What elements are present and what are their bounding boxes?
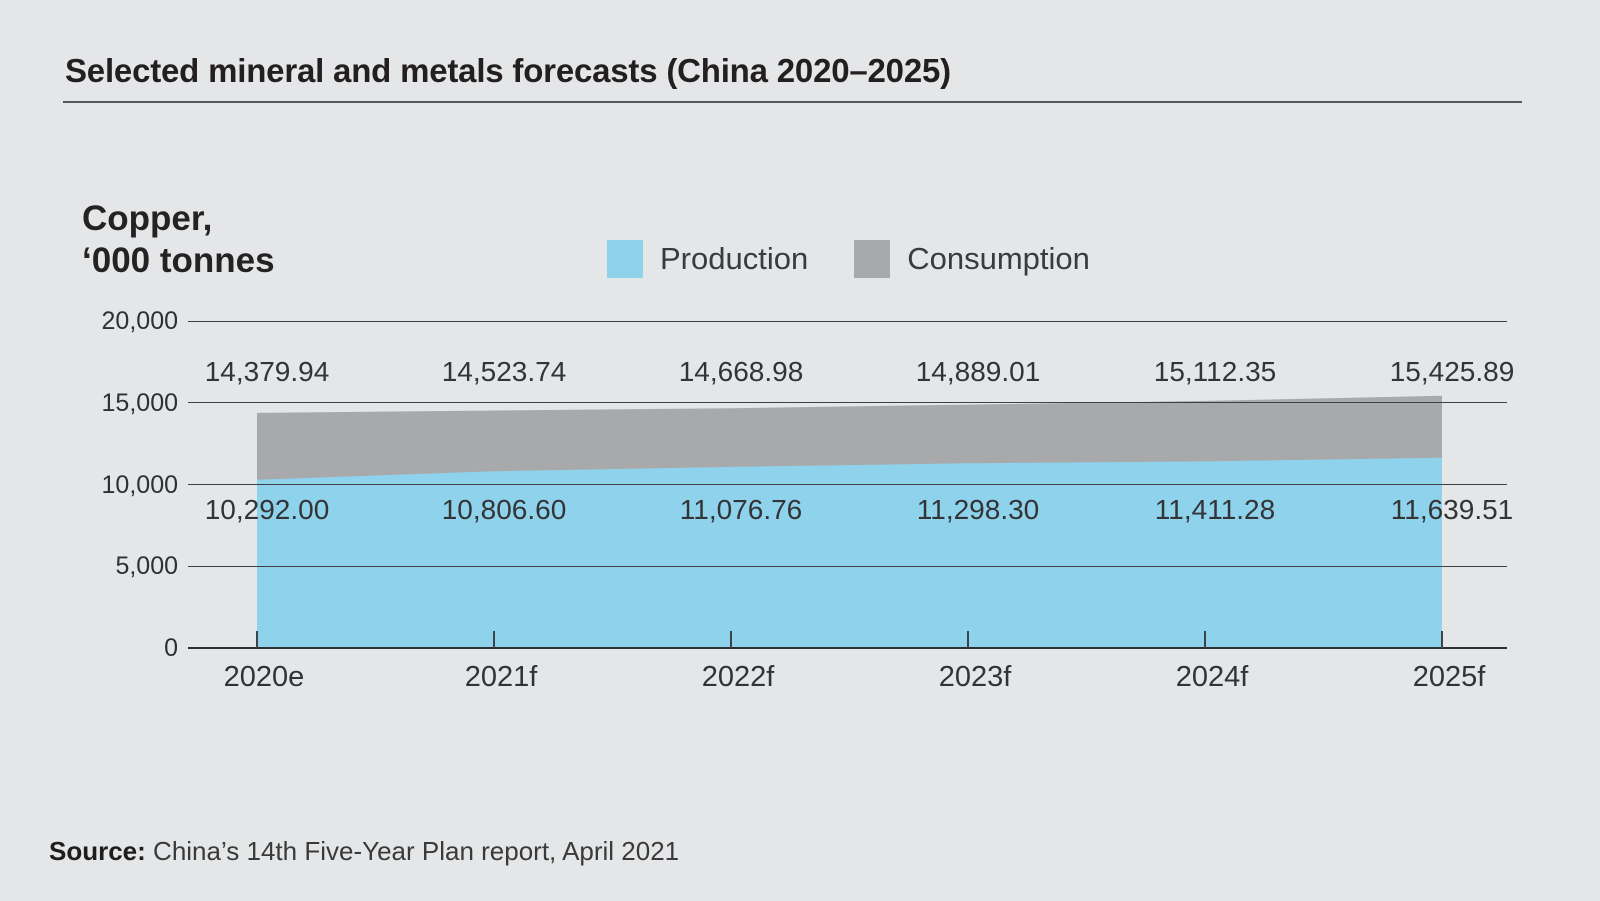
source-line: Source: China’s 14th Five-Year Plan repo…: [49, 836, 679, 867]
x-axis-tick-2020e: [256, 631, 258, 648]
y-axis-label-20,000: 20,000: [101, 307, 178, 335]
production-value-label: 11,076.76: [679, 494, 803, 525]
source-text: China’s 14th Five-Year Plan report, Apri…: [153, 836, 680, 866]
gridline-5,000: [188, 565, 1507, 567]
y-axis-label-10,000: 10,000: [101, 470, 178, 499]
chart-unit-label: Copper, ‘000 tonnes: [82, 198, 275, 282]
consumption-value-label: 14,889.01: [915, 356, 1041, 387]
consumption-value-label: 14,668.98: [678, 356, 804, 387]
production-area: [257, 457, 1442, 648]
x-axis-label-2023f: 2023f: [938, 661, 1012, 693]
x-axis-label-2022f: 2022f: [701, 661, 775, 693]
legend-item-production: Production: [607, 240, 808, 278]
production-value-label: 10,806.60: [441, 494, 567, 525]
production-swatch-icon: [607, 240, 643, 278]
y-axis-label-15,000: 15,000: [101, 388, 178, 417]
chart-unit-label-line2: ‘000 tonnes: [82, 241, 275, 280]
x-axis-label-2020e: 2020e: [223, 661, 305, 693]
source-prefix: Source:: [49, 836, 146, 866]
legend-label-production: Production: [660, 241, 809, 276]
x-axis-tick-2025f: [1441, 631, 1443, 648]
production-value-label: 11,298.30: [916, 494, 1040, 525]
x-axis-label-2024f: 2024f: [1175, 661, 1249, 693]
legend-item-consumption: Consumption: [854, 240, 1090, 278]
x-axis-tick-2023f: [967, 631, 969, 648]
chart-unit-label-line1: Copper,: [82, 199, 213, 238]
title-divider: [63, 101, 1522, 103]
production-value-label: 11,639.51: [1390, 494, 1514, 525]
consumption-value-label: 15,425.89: [1389, 356, 1515, 387]
consumption-value-label: 15,112.35: [1153, 356, 1277, 387]
production-value-label: 11,411.28: [1154, 494, 1276, 525]
consumption-value-label: 14,379.94: [204, 356, 330, 387]
chart-legend: Production Consumption: [607, 240, 1090, 278]
x-axis-tick-2022f: [730, 631, 732, 648]
gridline-15,000: [188, 402, 1507, 404]
page-title: Selected mineral and metals forecasts (C…: [65, 52, 951, 89]
gridline-10,000: [188, 484, 1507, 485]
y-axis-label-5,000: 5,000: [115, 552, 178, 581]
legend-label-consumption: Consumption: [907, 241, 1090, 276]
x-axis-label-2025f: 2025f: [1412, 661, 1486, 693]
x-axis-label-2021f: 2021f: [464, 661, 538, 693]
y-axis-label-0: 0: [164, 634, 178, 662]
production-value-label: 10,292.00: [204, 494, 330, 525]
consumption-swatch-icon: [854, 240, 891, 278]
consumption-value-label: 14,523.74: [441, 356, 567, 387]
x-axis-tick-2024f: [1204, 631, 1206, 648]
gridline-20,000: [188, 320, 1507, 322]
x-axis-tick-2021f: [493, 631, 495, 648]
gridline-0: [188, 647, 1507, 649]
